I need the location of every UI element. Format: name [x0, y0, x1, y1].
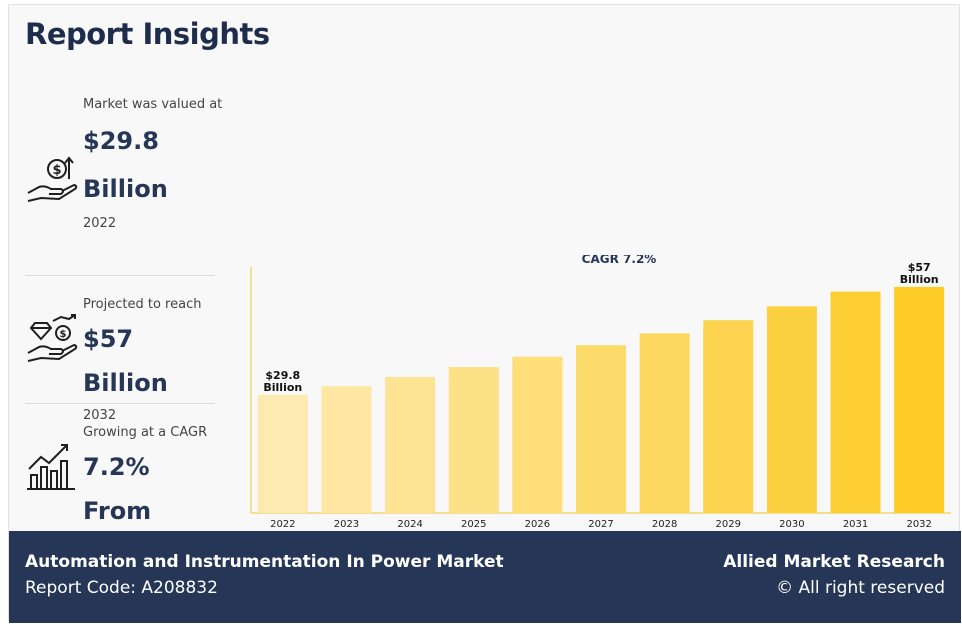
x-tick-label: 2024 — [397, 519, 422, 530]
bar-2031 — [830, 291, 881, 513]
footer-banner: Automation and Instrumentation In Power … — [9, 531, 961, 623]
stat-cagr: Growing at a CAGR 7.2% From 2023-2032 — [25, 419, 225, 551]
divider — [25, 275, 215, 276]
x-tick-label: 2030 — [779, 519, 804, 530]
data-label: Billion — [900, 273, 939, 286]
stat-label: Market was valued at — [83, 97, 223, 112]
x-tick-label: 2022 — [270, 519, 295, 530]
bar-2030 — [766, 306, 817, 513]
x-tick-label: 2029 — [716, 519, 741, 530]
bar-2032 — [894, 286, 945, 513]
bar-2023 — [321, 386, 372, 513]
stat-year: 2032 — [83, 408, 117, 423]
diamond-hand-icon: $ — [27, 314, 78, 362]
bar-2025 — [448, 367, 499, 513]
x-tick-label: 2028 — [652, 519, 677, 530]
x-tick-label: 2023 — [334, 519, 359, 530]
stat-label: Growing at a CAGR — [83, 425, 208, 440]
divider — [25, 403, 215, 404]
stat-value: 7.2% From — [83, 453, 152, 525]
bar-chart-svg: CAGR 7.2% 2022 2023 2024 2025 2026 2027 2028 20… — [250, 255, 951, 530]
bar-2024 — [385, 376, 436, 513]
growth-chart-icon — [27, 444, 75, 490]
data-label: Billion — [263, 381, 302, 394]
svg-text:$: $ — [60, 329, 67, 340]
publisher-name: Allied Market Research — [723, 552, 945, 572]
report-insights-card: Report Insights $ Market was valued at $… — [8, 4, 961, 623]
stat-label: Projected to reach — [83, 297, 202, 312]
stat-value: $29.8 Billion — [83, 127, 168, 203]
data-label: $57 — [908, 261, 931, 274]
stat-projected-value: $ Projected to reach $57 Billion 2032 — [25, 291, 225, 423]
x-tick-label: 2027 — [588, 519, 613, 530]
data-label: $29.8 — [265, 369, 300, 382]
bar-2027 — [576, 345, 626, 513]
x-tick-label: 2031 — [843, 519, 868, 530]
bar-2028 — [639, 333, 690, 513]
x-tick-label: 2032 — [906, 519, 931, 530]
bar-chart: CAGR 7.2% 2022 2023 2024 2025 2026 2027 2028 20… — [241, 255, 957, 531]
market-name: Automation and Instrumentation In Power … — [25, 552, 504, 572]
stat-value: $57 Billion — [83, 325, 168, 397]
bar-2026 — [512, 356, 563, 513]
page-title: Report Insights — [25, 17, 270, 51]
copyright-text: © All right reserved — [776, 578, 945, 598]
money-hand-icon: $ — [27, 156, 78, 202]
stat-market-value: $ Market was valued at $29.8 Billion 202… — [25, 93, 225, 263]
x-tick-label: 2025 — [461, 519, 486, 530]
x-tick-label: 2026 — [525, 519, 550, 530]
svg-text:$: $ — [52, 163, 61, 178]
report-code: Report Code: A208832 — [25, 578, 218, 598]
chart-title: CAGR 7.2% — [582, 255, 657, 266]
bar-2022 — [257, 394, 308, 513]
stat-year: 2022 — [83, 216, 117, 231]
bar-2029 — [703, 320, 754, 513]
